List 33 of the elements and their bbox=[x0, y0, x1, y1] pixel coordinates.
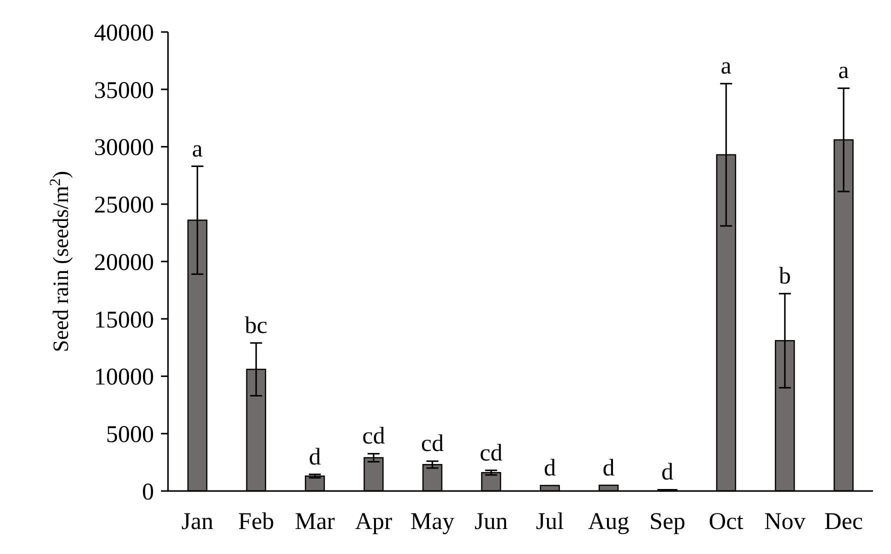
x-tick-label: Mar bbox=[294, 509, 335, 535]
annotation: bc bbox=[244, 312, 268, 339]
x-tick-label: Aug bbox=[588, 509, 630, 535]
annotation: a bbox=[192, 136, 204, 162]
annotation: cd bbox=[421, 431, 444, 458]
x-tick-label: Apr bbox=[354, 509, 392, 535]
y-tick-label: 0 bbox=[142, 479, 154, 506]
annotation: cd bbox=[362, 424, 385, 450]
annotation: d bbox=[661, 460, 674, 486]
annotation: b bbox=[778, 264, 791, 290]
x-tick-label: Jul bbox=[536, 509, 564, 535]
x-tick-label: Nov bbox=[764, 509, 806, 535]
annotation: d bbox=[602, 455, 615, 482]
y-tick-label: 10000 bbox=[94, 364, 154, 391]
y-tick-label: 15000 bbox=[94, 307, 154, 334]
y-tick-label: 5000 bbox=[106, 422, 154, 448]
annotation: d bbox=[544, 455, 556, 482]
annotation: cd bbox=[480, 440, 502, 466]
annotation: d bbox=[308, 444, 321, 470]
x-tick-label: Dec bbox=[824, 509, 863, 535]
y-tick-label: 30000 bbox=[94, 135, 154, 162]
x-tick-label: Feb bbox=[238, 509, 274, 535]
annotation: a bbox=[838, 58, 850, 84]
annotation: a bbox=[720, 54, 732, 80]
x-tick-label: Jun bbox=[474, 509, 508, 535]
x-tick-label: May bbox=[410, 509, 454, 535]
y-tick-label: 25000 bbox=[94, 192, 154, 219]
x-tick-label: Oct bbox=[708, 509, 744, 535]
y-tick-label: 35000 bbox=[94, 78, 154, 104]
y-tick-label: 40000 bbox=[94, 20, 154, 46]
y-tick-label: 20000 bbox=[94, 250, 154, 276]
x-tick-label: Jan bbox=[181, 509, 214, 535]
x-tick-label: Sep bbox=[649, 509, 686, 535]
